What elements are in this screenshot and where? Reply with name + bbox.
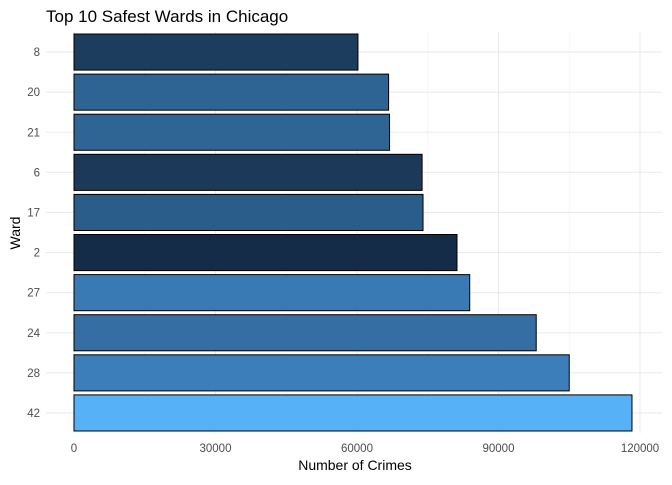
- y-axis-label: Ward: [7, 217, 23, 250]
- bar-ward-28: [73, 354, 570, 392]
- bar-ward-2: [73, 234, 458, 272]
- y-tick-label: 20: [27, 87, 40, 99]
- bar-ward-27: [73, 274, 471, 312]
- bar-ward-17: [73, 193, 424, 231]
- x-tick-label: 90000: [483, 443, 515, 455]
- y-tick-label: 21: [27, 127, 40, 139]
- x-axis-label: Number of Crimes: [298, 457, 412, 473]
- y-tick-label: 17: [27, 207, 40, 219]
- y-tick-label: 8: [34, 47, 40, 59]
- y-axis-ticks: 8 20 21 6 17 2 27 24 28 42: [27, 47, 40, 420]
- y-tick-label: 27: [27, 288, 40, 300]
- bar-ward-6: [73, 153, 423, 191]
- x-tick-label: 60000: [341, 443, 373, 455]
- x-tick-label: 0: [71, 443, 77, 455]
- x-tick-label: 30000: [200, 443, 232, 455]
- bar-ward-20: [73, 73, 390, 111]
- y-tick-label: 24: [27, 328, 40, 340]
- chart-title: Top 10 Safest Wards in Chicago: [46, 7, 288, 26]
- y-tick-label: 28: [27, 368, 40, 380]
- bar-ward-21: [73, 113, 391, 151]
- bar-ward-42: [73, 394, 633, 432]
- bars: [73, 33, 633, 432]
- y-tick-label: 6: [34, 167, 40, 179]
- x-tick-label: 120000: [621, 443, 659, 455]
- bar-ward-24: [73, 314, 537, 352]
- bar-ward-8: [73, 33, 359, 71]
- y-tick-label: 2: [34, 248, 40, 260]
- x-axis-ticks: 0 30000 60000 90000 120000: [71, 443, 659, 455]
- y-tick-label: 42: [27, 408, 40, 420]
